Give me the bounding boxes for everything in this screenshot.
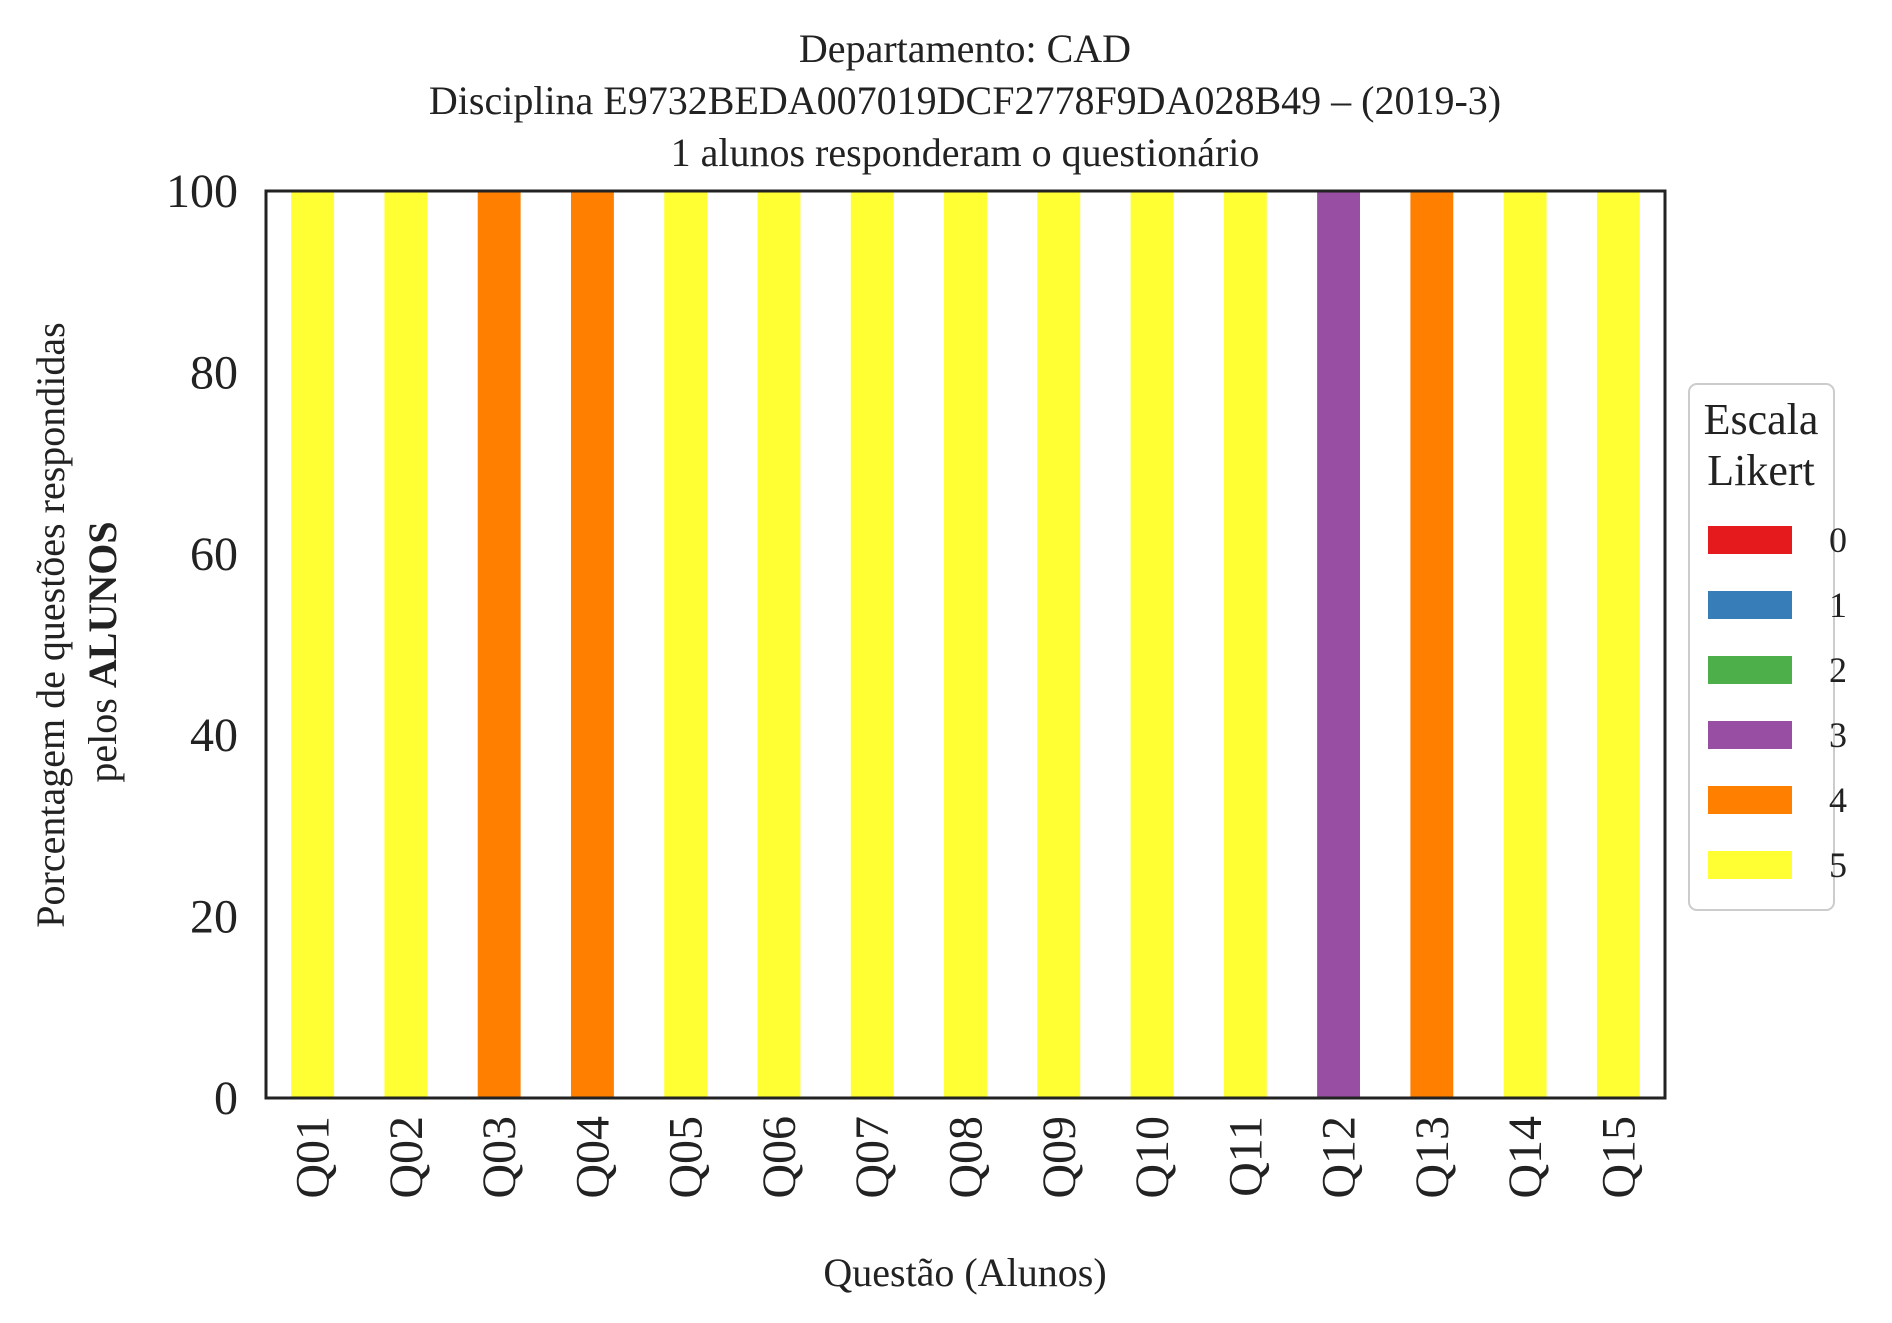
- bar-Q03-likert-4: [477, 191, 521, 1098]
- bar-Q12-likert-3: [1317, 191, 1361, 1098]
- bar-Q11-likert-5: [1223, 191, 1267, 1098]
- chart-title-line1: Departamento: CAD: [799, 26, 1131, 71]
- legend-label-1: 1: [1829, 585, 1847, 625]
- x-tick-label: Q04: [566, 1116, 619, 1199]
- y-axis-label-prefix: pelos: [80, 688, 125, 782]
- legend-box: [1688, 383, 1835, 911]
- x-tick-label: Q02: [380, 1116, 433, 1199]
- y-axis-label-line2: pelos ALUNOS: [80, 521, 125, 782]
- bar-Q10-likert-5: [1130, 191, 1174, 1098]
- y-tick-label: 40: [190, 709, 238, 762]
- bar-Q06-likert-5: [757, 191, 801, 1098]
- bar-Q13-likert-4: [1410, 191, 1454, 1098]
- legend-swatch-0: [1708, 526, 1792, 554]
- y-tick-label: 20: [190, 891, 238, 944]
- y-axis-label-line1: Porcentagem de questões respondidas: [28, 322, 73, 927]
- x-tick-label: Q15: [1592, 1116, 1645, 1199]
- legend-swatch-1: [1708, 591, 1792, 619]
- legend: Escala Likert 0 1 2 3 4 5: [1688, 383, 1847, 911]
- legend-label-3: 3: [1829, 715, 1847, 755]
- legend-label-0: 0: [1829, 520, 1847, 560]
- x-tick-label: Q01: [287, 1116, 340, 1199]
- legend-swatch-5: [1708, 851, 1792, 879]
- legend-swatch-2: [1708, 656, 1792, 684]
- y-tick-label: 60: [190, 528, 238, 581]
- chart-title-line3: 1 alunos responderam o questionário: [671, 130, 1260, 175]
- bar-Q14-likert-5: [1503, 191, 1547, 1098]
- bar-Q07-likert-5: [850, 191, 894, 1098]
- y-tick-label: 0: [214, 1072, 238, 1125]
- plot-frame: [264, 189, 1667, 1100]
- x-ticks-group: Q01 Q02 Q03 Q04 Q05 Q06 Q07 Q08 Q09 Q10 Q11 Q12 Q13 Q…: [287, 1116, 1646, 1199]
- x-tick-label: Q05: [660, 1116, 713, 1199]
- y-tick-label: 80: [190, 346, 238, 399]
- x-tick-label: Q13: [1406, 1116, 1459, 1199]
- bar-Q02-likert-5: [384, 191, 428, 1098]
- bar-Q01-likert-5: [291, 191, 335, 1098]
- x-axis-label: Questão (Alunos): [823, 1250, 1106, 1295]
- bar-Q04-likert-4: [570, 191, 614, 1098]
- legend-title-line2: Likert: [1707, 446, 1815, 495]
- x-tick-label: Q10: [1126, 1116, 1179, 1199]
- legend-swatch-4: [1708, 786, 1792, 814]
- y-axis-label-bold: ALUNOS: [80, 521, 125, 688]
- legend-swatch-3: [1708, 721, 1792, 749]
- x-tick-label: Q08: [940, 1116, 993, 1199]
- legend-label-2: 2: [1829, 650, 1847, 690]
- chart-title-line2: Disciplina E9732BEDA007019DCF2778F9DA028…: [429, 78, 1501, 123]
- x-tick-label: Q14: [1499, 1116, 1552, 1199]
- x-tick-label: Q03: [473, 1116, 526, 1199]
- x-tick-label: Q11: [1219, 1116, 1272, 1197]
- legend-title-line1: Escala: [1704, 395, 1819, 444]
- y-axis-label: Porcentagem de questões respondidas pelo…: [28, 322, 125, 927]
- bar-Q05-likert-5: [664, 191, 708, 1098]
- legend-label-4: 4: [1829, 780, 1847, 820]
- bar-Q09-likert-5: [1037, 191, 1081, 1098]
- x-tick-label: Q07: [846, 1116, 899, 1199]
- x-tick-label: Q12: [1313, 1116, 1366, 1199]
- bar-Q15-likert-5: [1596, 191, 1640, 1098]
- legend-label-5: 5: [1829, 845, 1847, 885]
- bar-Q08-likert-5: [944, 191, 987, 1098]
- x-tick-label: Q09: [1033, 1116, 1086, 1199]
- x-tick-label: Q06: [753, 1116, 806, 1199]
- legend-items: 0 1 2 3 4 5: [1708, 520, 1847, 885]
- bars-group: [291, 191, 1640, 1098]
- y-ticks-group: 0 20 40 60 80 100: [166, 165, 238, 1125]
- y-tick-label: 100: [166, 165, 238, 218]
